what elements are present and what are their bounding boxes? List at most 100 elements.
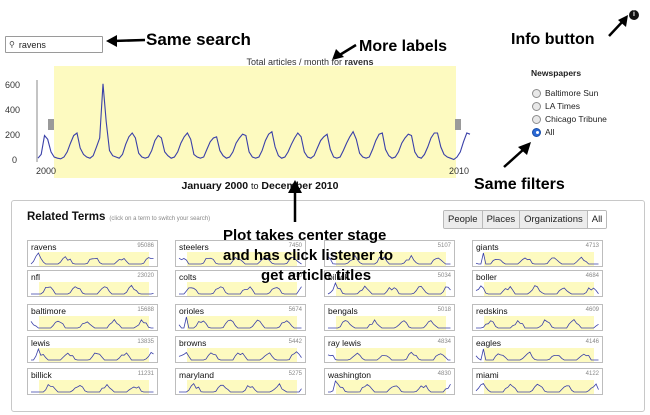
related-title-text: Related Terms bbox=[27, 211, 106, 223]
sparkline bbox=[327, 282, 451, 296]
x-tick-label: 2000 bbox=[36, 166, 56, 176]
tab-places[interactable]: Places bbox=[482, 211, 521, 228]
sparkline bbox=[475, 252, 599, 266]
radio-button[interactable] bbox=[532, 88, 541, 98]
range-handle-right[interactable] bbox=[455, 119, 461, 130]
sparkline-line bbox=[178, 256, 302, 265]
sparkline-line bbox=[31, 284, 154, 295]
sparkline-band bbox=[336, 252, 446, 266]
related-term-card[interactable]: billick 5034 bbox=[324, 270, 455, 297]
info-icon[interactable]: i bbox=[629, 10, 639, 20]
radio-button[interactable] bbox=[532, 114, 541, 124]
newspaper-option-la-times[interactable]: LA Times bbox=[532, 101, 580, 111]
radio-button[interactable] bbox=[532, 101, 541, 111]
annotation-plot-center: Plot takes center stage and has click li… bbox=[223, 226, 393, 286]
sparkline bbox=[31, 380, 154, 394]
sparkline bbox=[328, 316, 451, 330]
related-term-card[interactable]: billick 11231 bbox=[27, 368, 158, 395]
sparkline-line bbox=[328, 380, 451, 393]
newspaper-option-chicago-tribune[interactable]: Chicago Tribune bbox=[532, 114, 607, 124]
main-line-chart[interactable]: 600 400 200 0 2000 2010 bbox=[0, 62, 475, 180]
related-term-label: colts bbox=[179, 272, 197, 282]
related-term-count: 4713 bbox=[585, 243, 599, 249]
sparkline-line bbox=[178, 351, 302, 361]
sparkline-line bbox=[179, 382, 302, 393]
option-label: Baltimore Sun bbox=[545, 88, 599, 98]
related-term-count: 15688 bbox=[137, 307, 154, 313]
tab-all[interactable]: All bbox=[587, 211, 607, 228]
related-term-card[interactable]: washington 4830 bbox=[324, 368, 455, 395]
related-term-label: orioles bbox=[179, 306, 205, 316]
sparkline-line bbox=[475, 348, 599, 361]
plot-title-term: ravens bbox=[344, 57, 374, 67]
plot-title: Total articles / month for ravens bbox=[0, 57, 650, 67]
tab-people[interactable]: People bbox=[444, 211, 483, 228]
related-term-label: nfl bbox=[31, 272, 40, 282]
related-term-label: boller bbox=[476, 272, 497, 282]
sparkline-line bbox=[178, 316, 302, 329]
sparkline-line bbox=[475, 285, 599, 295]
related-term-card[interactable]: colts 5890 bbox=[175, 270, 306, 297]
y-tick-label: 0 bbox=[12, 155, 17, 165]
related-term-card[interactable]: 5107 bbox=[324, 240, 455, 267]
related-term-label: eagles bbox=[476, 338, 502, 348]
newspaper-option-baltimore-sun[interactable]: Baltimore Sun bbox=[532, 88, 598, 98]
related-term-count: 5034 bbox=[437, 273, 451, 279]
related-term-label: washington bbox=[328, 370, 372, 380]
related-term-count: 5275 bbox=[288, 371, 302, 377]
related-term-card[interactable]: giants 4713 bbox=[472, 240, 603, 267]
sparkline-band bbox=[39, 316, 149, 330]
related-term-card[interactable]: orioles 5674 bbox=[175, 304, 306, 331]
related-term-card[interactable]: baltimore 15688 bbox=[27, 304, 158, 331]
related-term-label: browns bbox=[179, 338, 207, 348]
related-term-card[interactable]: miami 4122 bbox=[472, 368, 603, 395]
related-term-label: ravens bbox=[31, 242, 57, 252]
sparkline-line bbox=[327, 282, 451, 295]
range-handle-left[interactable] bbox=[48, 119, 54, 130]
related-term-card[interactable]: ravens 95086 bbox=[27, 240, 158, 267]
related-term-card[interactable]: lewis 13835 bbox=[27, 336, 158, 363]
related-term-count: 5890 bbox=[288, 273, 302, 279]
related-term-card[interactable]: boller 4684 bbox=[472, 270, 603, 297]
annotation-same-filters: Same filters bbox=[474, 176, 565, 193]
related-term-card[interactable]: redskins 4609 bbox=[472, 304, 603, 331]
sparkline bbox=[178, 316, 302, 330]
sparkline-line bbox=[327, 351, 451, 361]
plot-highlight-band bbox=[54, 66, 456, 178]
related-term-count: 5442 bbox=[288, 339, 302, 345]
related-term-count: 4146 bbox=[585, 339, 599, 345]
related-term-label: steelers bbox=[179, 242, 209, 252]
sparkline bbox=[30, 252, 154, 266]
related-term-card[interactable]: eagles 4146 bbox=[472, 336, 603, 363]
related-term-card[interactable]: bengals 5018 bbox=[324, 304, 455, 331]
related-term-card[interactable]: steelers 7450 bbox=[175, 240, 306, 267]
newspaper-option-all[interactable]: All bbox=[532, 127, 554, 137]
sparkline bbox=[328, 380, 451, 394]
arrow-icon bbox=[288, 180, 302, 222]
related-term-label: billick bbox=[31, 370, 52, 380]
related-term-card[interactable]: ray lewis 4834 bbox=[324, 336, 455, 363]
related-term-count: 11231 bbox=[137, 371, 154, 377]
related-term-card[interactable]: nfl 23020 bbox=[27, 270, 158, 297]
sparkline-band bbox=[39, 348, 149, 362]
plot-title-prefix: Total articles / month for bbox=[246, 57, 342, 67]
arrow-icon bbox=[332, 43, 357, 60]
related-term-card[interactable]: maryland 5275 bbox=[175, 368, 306, 395]
radio-button-selected[interactable] bbox=[532, 127, 541, 137]
related-term-count: 4122 bbox=[585, 371, 599, 377]
annotation-line: get article titles bbox=[261, 267, 372, 284]
related-term-label: bengals bbox=[328, 306, 358, 316]
related-term-card[interactable]: browns 5442 bbox=[175, 336, 306, 363]
related-term-label: lewis bbox=[31, 338, 50, 348]
sparkline-line bbox=[475, 252, 599, 265]
related-term-count: 4609 bbox=[585, 307, 599, 313]
tab-organizations[interactable]: Organizations bbox=[520, 211, 588, 228]
magnifier-icon: ⚲ bbox=[9, 40, 15, 49]
annotation-line: and has click listener to bbox=[223, 247, 394, 264]
sparkline bbox=[475, 380, 599, 394]
sparkline-line bbox=[476, 319, 599, 329]
arrow-icon bbox=[503, 142, 531, 168]
search-input[interactable]: ⚲ ravens bbox=[5, 36, 103, 53]
related-term-count: 5018 bbox=[437, 307, 451, 313]
arrow-icon bbox=[106, 35, 146, 47]
